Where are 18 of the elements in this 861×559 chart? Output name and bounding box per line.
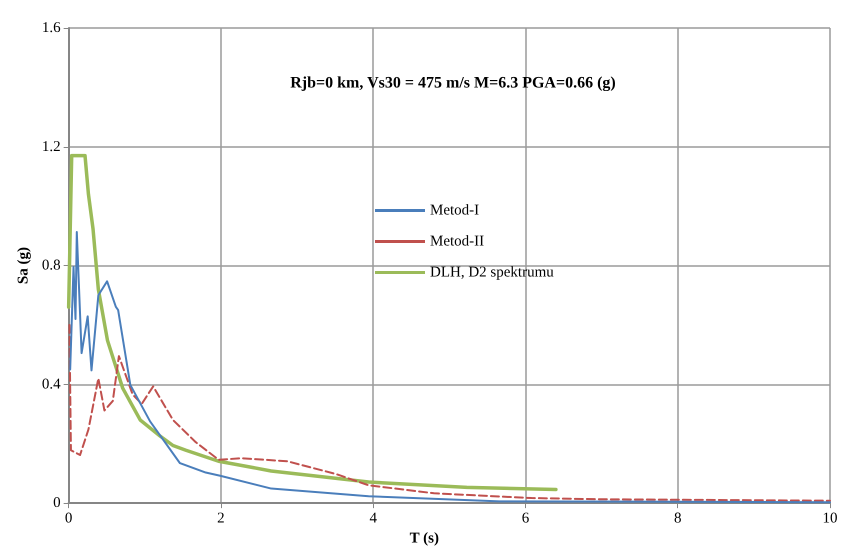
y-tick-label: 0.4 [42,376,62,392]
x-tick-label: 8 [674,510,682,527]
x-tick-label: 4 [369,510,378,527]
y-tick-label: 1.2 [42,138,61,155]
y-tick-label: 0.8 [42,258,61,274]
y-tick-label: 1.6 [42,20,62,36]
x-tick-label: 2 [217,510,225,527]
y-axis-title: Sa (g) [16,247,32,284]
x-tick-label: 0 [64,510,72,527]
line-series [66,154,558,492]
legend-label: Metod-I [430,202,480,218]
legend-label: Metod-II [430,234,484,250]
text: Rjb=0 km, Vs30 = 475 m/s M=6.3 PGA=0.66 (g) [290,74,616,92]
x-tick-label: 6 [522,510,530,527]
legend-label: DLH, D2 spektrumu [430,264,554,280]
x-tick-label: 10 [822,510,838,527]
y-tick-label: 0 [53,495,61,512]
x-axis-title: T (s) [410,530,439,546]
